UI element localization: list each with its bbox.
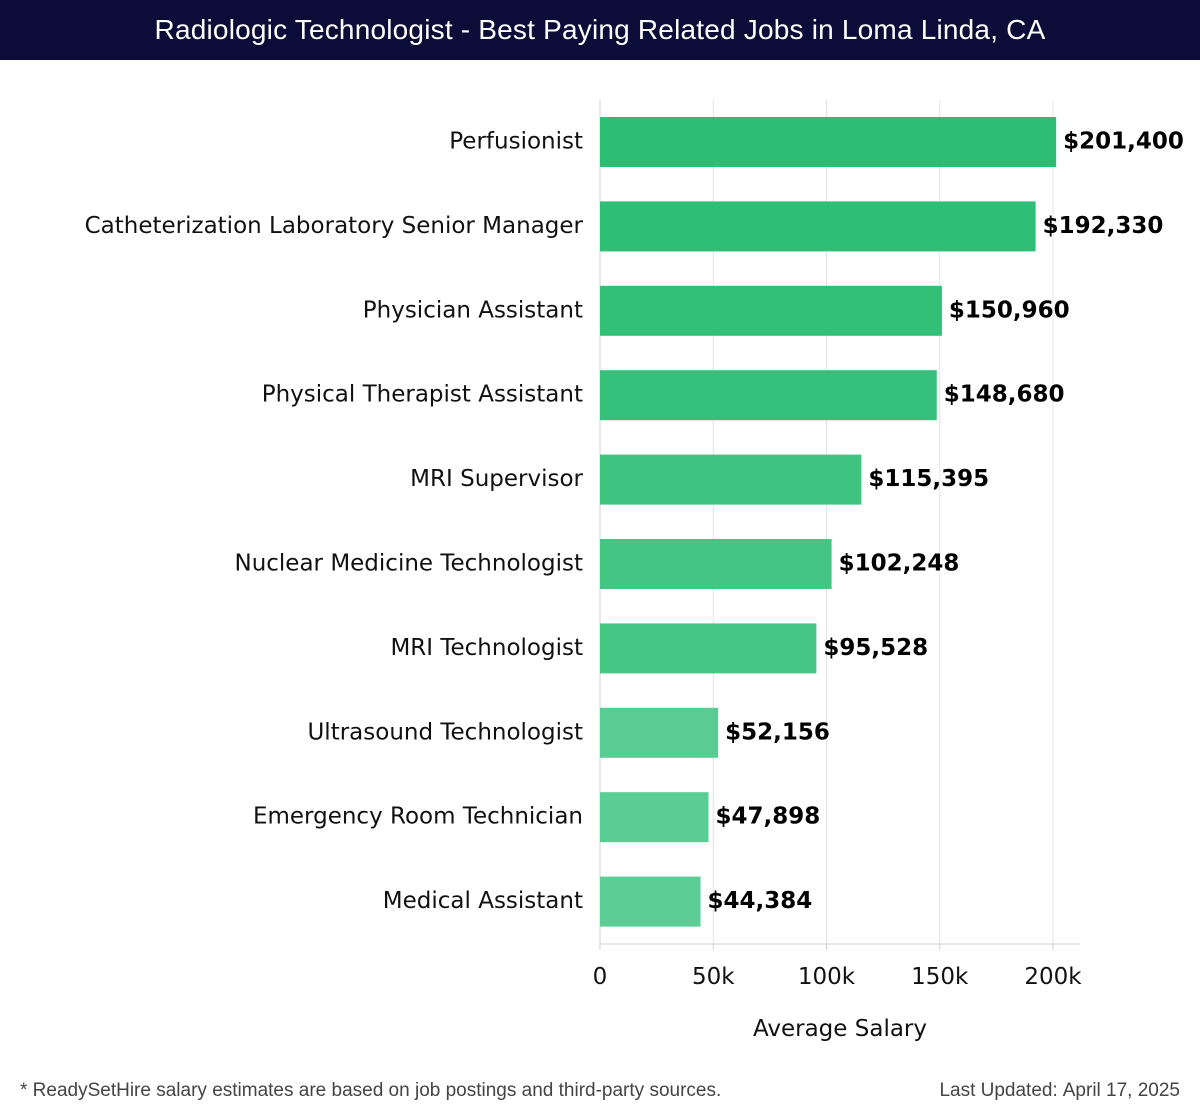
bar bbox=[600, 285, 942, 336]
category-label: Nuclear Medicine Technologist bbox=[234, 551, 583, 577]
value-label: $192,330 bbox=[1043, 213, 1164, 239]
salary-bar-chart: Perfusionist $201,400 Catheterization Labo… bbox=[85, 100, 1184, 1042]
x-tick-label: 50k bbox=[692, 964, 735, 990]
header-bar: Radiologic Technologist - Best Paying Re… bbox=[0, 0, 1200, 60]
bar bbox=[600, 792, 709, 843]
updated-label: Last Updated: bbox=[939, 1080, 1058, 1101]
x-tick-label: 100k bbox=[798, 964, 856, 990]
footer-note: * ReadySetHire salary estimates are base… bbox=[20, 1080, 722, 1101]
category-label: MRI Technologist bbox=[390, 635, 583, 661]
value-label: $95,528 bbox=[823, 635, 928, 661]
x-tick-label: 0 bbox=[593, 964, 608, 990]
x-tick-label: 200k bbox=[1024, 964, 1082, 990]
bar bbox=[600, 201, 1036, 252]
value-label: $102,248 bbox=[839, 551, 960, 577]
category-label: MRI Supervisor bbox=[410, 466, 583, 492]
category-label: Physical Therapist Assistant bbox=[262, 382, 583, 408]
bar bbox=[600, 539, 832, 589]
bar bbox=[600, 623, 817, 674]
bar bbox=[600, 117, 1057, 167]
category-label: Emergency Room Technician bbox=[253, 804, 583, 830]
value-label: $44,384 bbox=[708, 888, 813, 914]
chart-title: Radiologic Technologist - Best Paying Re… bbox=[154, 14, 1046, 45]
category-label: Physician Assistant bbox=[363, 297, 583, 323]
bar bbox=[600, 454, 862, 505]
value-label: $150,960 bbox=[949, 297, 1070, 323]
category-label: Medical Assistant bbox=[383, 888, 583, 914]
x-axis-title: Average Salary bbox=[753, 1016, 927, 1042]
category-label: Catheterization Laboratory Senior Manage… bbox=[85, 213, 584, 239]
value-label: $148,680 bbox=[944, 382, 1065, 408]
value-label: $115,395 bbox=[868, 466, 989, 492]
bar bbox=[600, 876, 701, 927]
updated-date: April 17, 2025 bbox=[1062, 1080, 1180, 1101]
value-label: $201,400 bbox=[1063, 129, 1184, 155]
category-label: Ultrasound Technologist bbox=[307, 719, 583, 745]
category-label: Perfusionist bbox=[449, 129, 583, 155]
x-tick-label: 150k bbox=[911, 964, 969, 990]
value-label: $47,898 bbox=[715, 804, 820, 830]
value-label: $52,156 bbox=[725, 719, 830, 745]
bar bbox=[600, 707, 719, 758]
bar bbox=[600, 370, 937, 421]
footer-updated: Last Updated: April 17, 2025 bbox=[934, 1080, 1180, 1102]
